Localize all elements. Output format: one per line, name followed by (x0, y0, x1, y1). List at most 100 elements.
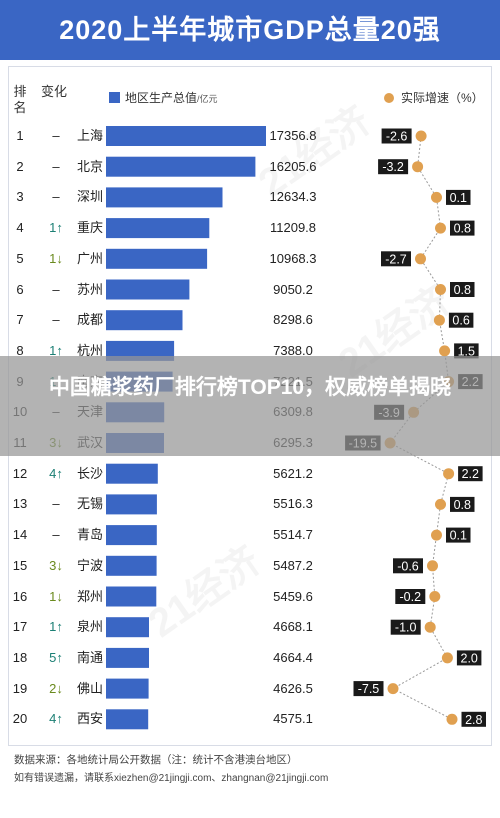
growth-label-box (377, 158, 410, 176)
rank-label: 4 (16, 220, 24, 236)
bar (106, 709, 149, 730)
growth-label: 0.1 (450, 191, 467, 205)
growth-point (424, 621, 436, 633)
growth-point (439, 345, 451, 357)
data-label: 5514.7 (273, 527, 313, 543)
change-label: – (52, 128, 60, 143)
growth-point (441, 652, 453, 664)
change-label: 5↑ (49, 649, 63, 665)
growth-label: 0.8 (454, 222, 471, 236)
rank-label: 12 (12, 465, 28, 481)
change-label: – (52, 496, 60, 512)
bar (106, 555, 157, 576)
growth-label-box (449, 219, 476, 237)
growth-label: 2.2 (462, 467, 479, 481)
category-label: 上海 (76, 128, 103, 143)
rank-label: 14 (12, 527, 28, 543)
category-label: 宁波 (76, 557, 103, 573)
growth-label-box (445, 188, 472, 206)
rank-label: 17 (12, 619, 28, 635)
growth-point (435, 222, 446, 234)
bar (106, 310, 183, 331)
change-label: 3↓ (49, 557, 63, 573)
category-label: 泉州 (76, 619, 103, 635)
title-banner (0, 0, 500, 60)
rank-label: 6 (16, 281, 24, 297)
data-label: 12634.3 (269, 189, 317, 205)
legend-dot-swatch (384, 93, 394, 103)
rank-label: 2 (16, 158, 24, 174)
data-label: 5459.6 (273, 588, 313, 604)
growth-label: -3.2 (382, 160, 404, 174)
bar (106, 647, 149, 668)
change-label: – (52, 281, 60, 297)
data-label: 4664.4 (273, 649, 313, 665)
rank-label: 8 (16, 342, 24, 358)
bar (106, 126, 266, 146)
data-label: 7388.0 (273, 342, 313, 358)
data-label: 9050.2 (273, 281, 313, 297)
growth-label: -2.7 (385, 252, 407, 266)
growth-label-box (392, 557, 424, 575)
legend-bar-swatch (109, 92, 120, 103)
category-label: 重庆 (76, 220, 103, 236)
growth-point (387, 683, 399, 695)
growth-point (412, 161, 424, 173)
growth-label: -0.2 (400, 590, 422, 604)
growth-label: 2.8 (465, 713, 482, 727)
rank-label: 16 (12, 588, 28, 604)
category-label: 西安 (76, 711, 103, 727)
growth-label: -2.6 (386, 130, 408, 144)
category-label: 北京 (76, 158, 103, 174)
bar (106, 340, 175, 361)
bar (106, 156, 256, 177)
data-label: 5487.2 (273, 557, 313, 573)
growth-label-box (449, 495, 476, 513)
data-label: 8298.6 (273, 312, 313, 328)
growth-label: 0.6 (452, 314, 469, 328)
category-label: 南通 (76, 649, 103, 665)
growth-label: 0.8 (454, 498, 471, 512)
growth-label: -1.0 (395, 621, 417, 635)
change-label: 4↑ (49, 465, 63, 481)
rank-label: 15 (12, 557, 28, 573)
bar (106, 248, 208, 269)
article-title-overlay (0, 356, 500, 456)
change-label: 1↑ (49, 619, 63, 635)
growth-label: 0.1 (450, 529, 467, 543)
category-label: 广州 (76, 250, 103, 266)
growth-point (435, 284, 446, 295)
change-label: – (52, 527, 60, 543)
data-label: 4626.5 (273, 680, 313, 696)
rank-label: 13 (12, 496, 28, 512)
growth-point (435, 498, 446, 510)
category-label: 长沙 (76, 465, 103, 481)
growth-label-box (380, 127, 413, 145)
growth-label-box (445, 526, 472, 544)
data-label: 17356.8 (269, 128, 317, 143)
data-label: 5621.2 (273, 465, 313, 481)
growth-label-box (460, 710, 487, 728)
data-label: 4668.1 (273, 619, 313, 635)
growth-label-box (447, 311, 475, 329)
data-label: 11209.8 (269, 220, 317, 236)
growth-point (415, 253, 426, 265)
growth-label: -0.6 (397, 559, 419, 573)
bar (106, 494, 157, 515)
bar (106, 617, 149, 638)
bar (106, 586, 157, 607)
bar (106, 279, 190, 300)
growth-label-box (352, 680, 385, 698)
bar (106, 525, 157, 546)
category-label: 郑州 (76, 588, 103, 604)
category-label: 无锡 (76, 496, 103, 512)
data-label: 5516.3 (273, 496, 313, 512)
change-label: 1↑ (49, 220, 63, 236)
change-label: 1↓ (49, 250, 63, 266)
category-label: 苏州 (76, 281, 103, 297)
growth-label-box (455, 649, 483, 667)
change-label: – (52, 158, 60, 174)
change-header: 变化 (40, 84, 67, 99)
change-label: 1↑ (49, 342, 63, 358)
growth-label-box (457, 465, 484, 483)
